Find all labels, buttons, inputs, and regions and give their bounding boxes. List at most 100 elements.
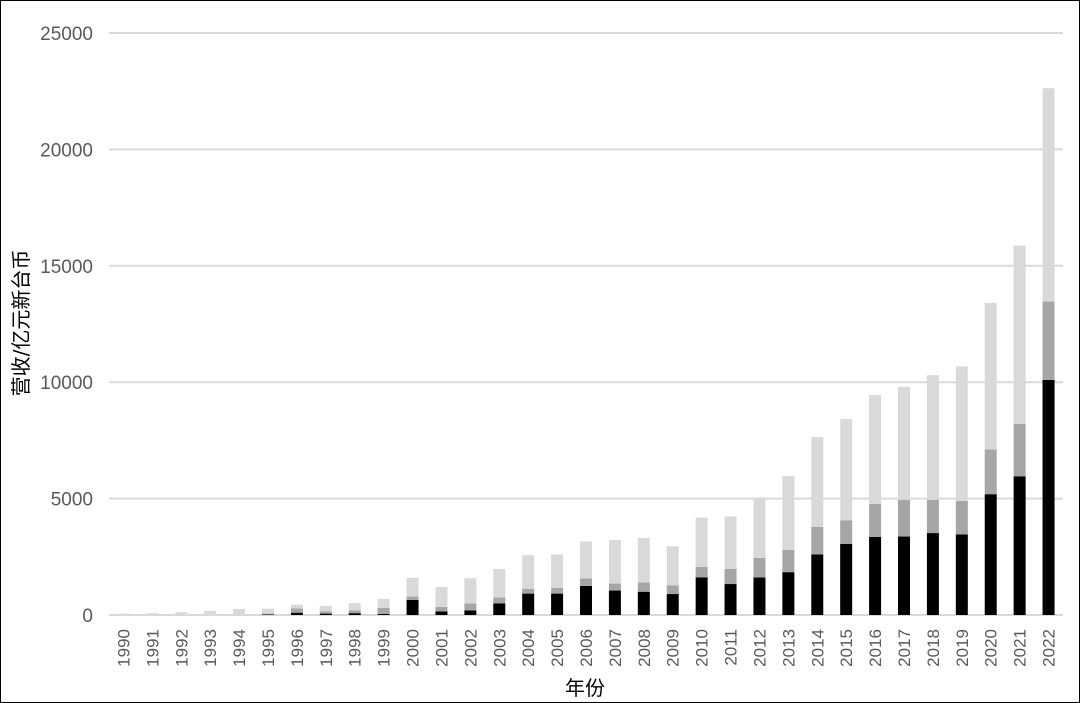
bar-segment-3	[233, 608, 246, 615]
x-tick-label: 1992	[172, 629, 191, 667]
bar-stack	[233, 608, 246, 615]
bar-stack	[464, 578, 477, 615]
bar-segment-2	[869, 503, 882, 538]
bar-segment-1	[551, 593, 564, 615]
bar-stack	[666, 546, 679, 615]
bar-stack	[117, 613, 130, 615]
x-tick-label: 1999	[375, 629, 394, 667]
bars	[117, 88, 1055, 615]
x-tick-label: 2020	[982, 629, 1001, 667]
bar-segment-3	[840, 418, 853, 521]
bar-segment-3	[984, 302, 997, 450]
bar-stack	[551, 554, 564, 615]
bar-stack	[262, 608, 274, 615]
bar-segment-1	[377, 613, 390, 615]
bar-segment-3	[695, 517, 708, 567]
bar-segment-2	[348, 610, 361, 614]
bar-segment-1	[695, 577, 708, 615]
bar-segment-1	[840, 543, 853, 615]
bar-segment-2	[435, 606, 448, 612]
bar-segment-1	[435, 611, 448, 615]
x-tick-label: 2022	[1040, 629, 1059, 667]
bar-segment-1	[608, 590, 621, 615]
bar-segment-1	[1013, 476, 1026, 615]
x-tick-label: 2018	[924, 629, 943, 667]
bar-segment-2	[898, 499, 910, 537]
bar-stack	[1013, 245, 1026, 615]
bar-stack	[348, 603, 361, 615]
bar-segment-3	[724, 516, 737, 569]
bar-stack	[204, 610, 217, 615]
bar-stack	[811, 436, 824, 615]
x-tick-label: 1990	[114, 629, 133, 667]
y-tick-label: 10000	[40, 373, 93, 394]
x-tick-label: 2011	[722, 629, 741, 666]
bar-stack	[406, 577, 419, 615]
bar-segment-1	[493, 603, 506, 615]
bar-segment-1	[580, 585, 592, 615]
bar-segment-2	[551, 587, 564, 594]
y-tick-label: 0	[82, 606, 93, 627]
x-tick-label: 2014	[808, 629, 827, 667]
bar-segment-2	[464, 603, 477, 611]
bar-segment-3	[782, 476, 795, 550]
x-tick-label: 2001	[432, 629, 451, 667]
bar-segment-3	[666, 546, 679, 586]
bar-segment-3	[435, 587, 448, 607]
bar-segment-3	[262, 608, 274, 614]
x-tick-label: 2012	[750, 629, 769, 667]
x-tick-label: 1993	[201, 629, 220, 667]
bar-stack	[175, 612, 188, 615]
bar-segment-2	[984, 449, 997, 495]
bar-stack	[695, 517, 708, 615]
bar-stack	[753, 497, 766, 615]
bar-stack	[435, 587, 448, 615]
bar-stack	[955, 366, 968, 615]
bar-segment-2	[666, 585, 679, 595]
x-tick-label: 2002	[461, 629, 480, 667]
x-tick-label: 2019	[953, 629, 972, 667]
bar-segment-3	[146, 613, 159, 615]
bar-segment-2	[406, 596, 419, 600]
bar-segment-3	[898, 386, 910, 500]
bar-segment-3	[1042, 88, 1055, 302]
bar-segment-1	[666, 594, 679, 615]
bar-segment-1	[319, 613, 332, 615]
bar-segment-3	[522, 555, 535, 589]
x-tick-label: 2013	[779, 629, 798, 667]
y-axis-label: 营收/亿元新台币	[9, 250, 33, 397]
bar-segment-3	[319, 605, 332, 612]
bar-segment-2	[782, 549, 795, 573]
bar-stack	[146, 613, 159, 615]
x-tick-labels: 1990 1991 1992 1993 1994 1995 1996 1997 1998 1999…	[114, 629, 1058, 667]
x-tick-label: 2004	[519, 629, 538, 667]
bar-segment-3	[290, 604, 303, 609]
bar-segment-1	[637, 591, 650, 615]
bar-segment-2	[811, 527, 824, 555]
bar-segment-1	[724, 584, 737, 615]
bar-segment-1	[984, 494, 997, 615]
y-tick-label: 15000	[40, 257, 93, 278]
y-tick-label: 5000	[51, 490, 93, 511]
x-tick-label: 1991	[143, 629, 162, 667]
bar-segment-2	[262, 613, 274, 615]
x-tick-label: 2003	[490, 629, 509, 667]
bar-segment-3	[551, 554, 564, 588]
x-tick-label: 2015	[837, 629, 856, 667]
bar-stack	[319, 605, 332, 615]
bar-segment-1	[926, 533, 939, 615]
bar-segment-3	[1013, 245, 1026, 424]
bar-segment-1	[464, 610, 477, 615]
bar-stack	[840, 418, 853, 615]
bar-segment-1	[753, 577, 766, 615]
bar-stack	[984, 302, 997, 615]
bar-stack	[724, 516, 737, 615]
bar-segment-2	[637, 582, 650, 592]
bar-segment-2	[724, 568, 737, 585]
bar-segment-1	[406, 599, 419, 615]
bar-segment-1	[811, 554, 824, 615]
bar-segment-2	[1042, 301, 1055, 380]
bar-segment-2	[522, 588, 535, 594]
